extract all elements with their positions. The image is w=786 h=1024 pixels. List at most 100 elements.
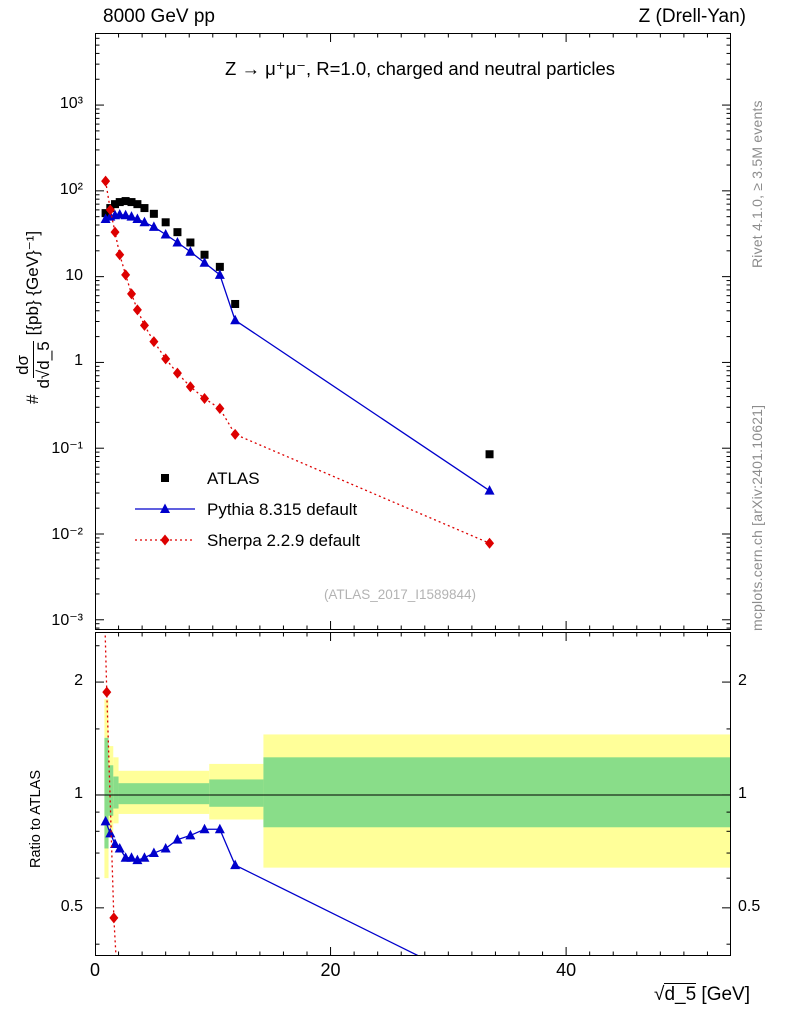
xlabel-radicand: d_5 bbox=[664, 983, 697, 1005]
ratio-y-axis-label: Ratio to ATLAS bbox=[28, 769, 44, 868]
uncertainty-band-green bbox=[263, 757, 731, 828]
x-axis-tick-labels: 0 20 40 bbox=[90, 960, 731, 984]
ratio-y-tick-label-left: 2 bbox=[74, 672, 83, 690]
main-plot-frame bbox=[95, 33, 731, 630]
x-tick-label: 20 bbox=[320, 960, 341, 980]
pythia-8-315-default-marker bbox=[114, 209, 125, 219]
pythia-8-315-default-ratio-marker bbox=[139, 852, 150, 862]
pythia-8-315-default-ratio-marker bbox=[132, 854, 143, 865]
atlas-marker bbox=[485, 450, 494, 459]
ratio-plot-panel bbox=[95, 632, 731, 956]
pythia-8-315-default-ratio-marker bbox=[185, 829, 196, 840]
ratio-y-tick-label-left: 0.5 bbox=[60, 897, 83, 915]
atlas-marker bbox=[186, 238, 195, 247]
ylabel-hash: # bbox=[23, 394, 43, 404]
x-tick-label: 0 bbox=[89, 960, 101, 980]
pythia-8-315-default-ratio-marker bbox=[199, 823, 210, 834]
atlas-marker bbox=[121, 197, 130, 206]
atlas-marker bbox=[200, 250, 209, 259]
main-y-axis-tick-labels: 10³ 10² 10 1 10⁻¹ 10⁻² 10⁻³ bbox=[0, 33, 88, 630]
pythia-8-315-default-ratio-marker bbox=[148, 847, 159, 858]
pythia-8-315-default-marker bbox=[160, 228, 171, 239]
sqrt-symbol: √ bbox=[33, 369, 53, 380]
main-y-axis-label: # dσ d√d_5 [{pb} {GeV}⁻¹] bbox=[13, 231, 53, 404]
ylabel-units: [{pb} {GeV}⁻¹] bbox=[23, 230, 43, 336]
main-y-tick-label: 10⁻² bbox=[51, 525, 83, 543]
pythia-8-315-default-legend-marker bbox=[160, 503, 170, 513]
series-atlas bbox=[101, 197, 494, 459]
atlas-marker bbox=[127, 198, 136, 207]
pythia-8-315-default-ratio-marker bbox=[230, 859, 241, 870]
pythia-8-315-default-legend-label: Pythia 8.315 default bbox=[207, 500, 358, 519]
atlas-marker bbox=[140, 204, 149, 213]
pythia-8-315-default-ratio-marker bbox=[110, 838, 121, 848]
atlas-marker bbox=[231, 299, 240, 308]
ratio-y-axis-tick-labels-right: 2 1 0.5 bbox=[736, 632, 786, 956]
ratio-y-tick-label-left: 1 bbox=[74, 784, 83, 802]
sherpa-2-2-9-default-marker bbox=[115, 249, 125, 261]
sherpa-2-2-9-default-ratio-marker bbox=[102, 686, 112, 698]
series-pythia-8-315-default bbox=[100, 209, 495, 495]
main-plot-panel: Z → μ⁺μ⁻, R=1.0, charged and neutral par… bbox=[95, 33, 731, 630]
ratio-y-tick-label-right: 0.5 bbox=[738, 897, 761, 915]
sherpa-2-2-9-default-marker bbox=[215, 403, 225, 415]
sherpa-2-2-9-default-marker bbox=[200, 392, 210, 404]
process-label: Z (Drell-Yan) bbox=[638, 6, 746, 27]
sherpa-2-2-9-default-marker bbox=[132, 304, 142, 316]
atlas-marker bbox=[173, 228, 182, 237]
uncertainty-band-green bbox=[108, 765, 114, 816]
atlas-marker bbox=[111, 200, 120, 209]
main-y-tick-label: 10⁻³ bbox=[51, 611, 83, 629]
xlabel-sqrt-symbol: √ bbox=[654, 984, 665, 1005]
beam-energy-label: 8000 GeV pp bbox=[103, 6, 215, 27]
atlas-marker bbox=[161, 218, 170, 227]
main-y-tick-label: 10 bbox=[65, 266, 83, 284]
x-tick-label: 40 bbox=[556, 960, 577, 980]
sherpa-2-2-9-default-marker bbox=[485, 537, 495, 549]
pythia-8-315-default-ratio-marker bbox=[105, 827, 116, 838]
ratio-plot-frame bbox=[95, 632, 731, 956]
plot-title: Z → μ⁺μ⁻, R=1.0, charged and neutral par… bbox=[225, 58, 615, 79]
sherpa-2-2-9-default-ratio-marker bbox=[109, 912, 119, 924]
atlas-marker bbox=[149, 209, 158, 218]
sherpa-2-2-9-default-legend-marker bbox=[160, 534, 170, 546]
atlas-marker bbox=[133, 200, 142, 209]
atlas-marker bbox=[115, 198, 124, 207]
pythia-8-315-default-marker bbox=[148, 221, 159, 231]
sherpa-2-2-9-default-marker bbox=[110, 226, 120, 238]
ratio-series-sherpa-2-2-9-default bbox=[102, 632, 119, 956]
x-axis-label: √d_5 [GeV] bbox=[654, 983, 750, 1006]
ratio-y-axis-tick-labels-left: 2 1 0.5 bbox=[0, 632, 88, 956]
pythia-8-315-default-ratio-marker bbox=[172, 834, 183, 844]
pythia-8-315-default-ratio-marker bbox=[126, 852, 137, 862]
pythia-8-315-default-marker bbox=[214, 269, 225, 279]
sherpa-2-2-9-default-marker bbox=[121, 269, 131, 281]
series-sherpa-2-2-9-default bbox=[101, 175, 495, 549]
uncertainty-band-green bbox=[104, 737, 109, 849]
sherpa-2-2-9-default-marker bbox=[139, 319, 149, 331]
pythia-8-315-default-marker bbox=[139, 216, 150, 227]
pythia-8-315-default-marker bbox=[185, 246, 196, 256]
pythia-8-315-default-ratio-marker bbox=[160, 842, 171, 853]
pythia-8-315-default-marker bbox=[172, 237, 183, 247]
uncertainty-bands bbox=[104, 699, 731, 879]
legend: ATLAS Pythia 8.315 default Sherpa 2.2.9 de… bbox=[135, 469, 360, 550]
sherpa-2-2-9-default-marker bbox=[185, 381, 195, 393]
sherpa-2-2-9-default-marker bbox=[105, 204, 115, 216]
pythia-8-315-default-marker bbox=[126, 211, 137, 221]
main-y-tick-label: 10³ bbox=[59, 95, 83, 113]
ylabel-den-d: d bbox=[33, 379, 53, 389]
main-y-tick-label: 10⁻¹ bbox=[51, 440, 83, 458]
pythia-8-315-default-ratio-marker bbox=[100, 815, 111, 826]
ratio-y-tick-label-right: 1 bbox=[738, 784, 747, 802]
sherpa-2-2-9-default-marker bbox=[172, 367, 182, 379]
pythia-8-315-default-marker bbox=[230, 314, 241, 325]
atlas-legend-marker bbox=[161, 474, 169, 482]
sherpa-2-2-9-default-marker bbox=[230, 428, 240, 440]
atlas-marker bbox=[215, 262, 224, 271]
ratio-series-pythia-8-315-default bbox=[100, 815, 421, 956]
pythia-8-315-default-marker bbox=[132, 213, 143, 223]
sherpa-2-2-9-default-marker bbox=[149, 336, 159, 348]
main-y-tick-label: 10² bbox=[59, 180, 83, 198]
